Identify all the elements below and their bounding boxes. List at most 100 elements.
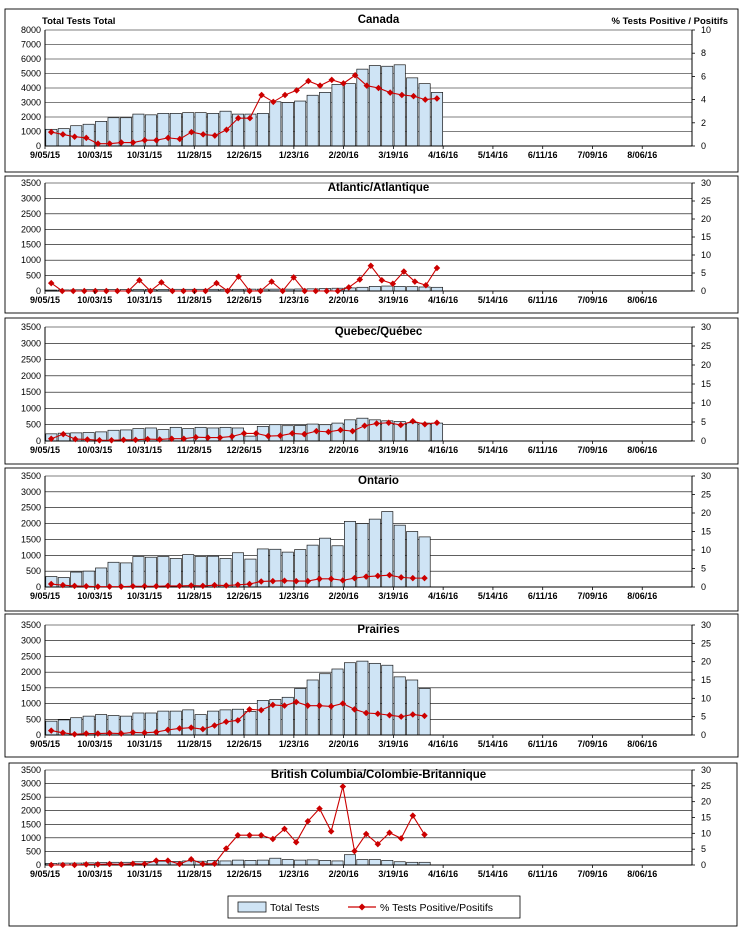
total-tests-bar: [418, 688, 431, 736]
percent-positive-point: [199, 582, 207, 590]
percent-positive-point: [327, 828, 335, 835]
percent-positive-point: [349, 427, 356, 435]
left-tick-label: 1000: [21, 403, 41, 413]
total-tests-bar: [381, 664, 394, 736]
percent-positive-point: [144, 435, 151, 443]
total-tests-bar: [194, 556, 207, 588]
percent-positive-point: [362, 573, 370, 580]
percent-positive-point: [59, 861, 67, 869]
percent-positive-point: [301, 430, 308, 438]
percent-positive-point: [351, 71, 359, 79]
total-tests-bar: [344, 662, 356, 736]
right-tick-label: 20: [701, 360, 711, 370]
percent-positive-point: [213, 279, 220, 287]
left-tick-label: 2500: [21, 651, 41, 661]
total-tests-bar: [356, 660, 369, 736]
percent-positive-point: [141, 136, 148, 144]
x-tick-label: 3/19/16: [378, 295, 408, 305]
total-tests-bar: [331, 860, 344, 866]
percent-positive-point: [327, 703, 335, 710]
left-tick-label: 500: [26, 714, 41, 724]
right-tick-label: 0: [701, 286, 706, 296]
right-tick-label: 5: [701, 844, 706, 854]
total-tests-bar: [182, 112, 195, 147]
total-tests-bar: [393, 676, 406, 736]
right-tick-label: 8: [701, 48, 706, 58]
percent-positive-point: [386, 829, 393, 836]
percent-positive-point: [397, 574, 405, 581]
total-tests-bar: [418, 83, 431, 147]
x-tick-label: 8/06/16: [627, 739, 657, 749]
x-tick-label: 4/16/16: [428, 869, 458, 879]
right-tick-label: 25: [701, 781, 711, 791]
percent-positive-point: [422, 281, 430, 289]
right-tick-label: 20: [701, 214, 711, 224]
percent-positive-point: [339, 700, 347, 707]
x-tick-label: 12/26/15: [227, 591, 262, 601]
total-tests-bar: [344, 83, 356, 147]
percent-positive-point: [386, 711, 393, 719]
right-tick-label: 20: [701, 508, 711, 518]
legend-line-marker: [358, 903, 366, 911]
percent-positive-point: [180, 435, 188, 442]
percent-positive-point: [153, 136, 160, 144]
panel-frame: [4, 317, 739, 465]
percent-positive-point: [304, 818, 312, 825]
percent-positive-point: [328, 76, 335, 84]
total-tests-bar: [182, 554, 195, 588]
percent-positive-point: [47, 861, 55, 869]
x-tick-label: 11/28/15: [177, 869, 212, 879]
percent-positive-point: [257, 578, 265, 585]
total-tests-bar: [306, 859, 319, 866]
x-tick-label: 6/11/16: [528, 295, 558, 305]
x-tick-label: 1/23/16: [279, 869, 309, 879]
percent-positive-point: [103, 287, 110, 295]
x-tick-label: 1/23/16: [279, 591, 309, 601]
total-tests-bar: [381, 65, 394, 147]
x-tick-label: 2/20/16: [329, 295, 359, 305]
total-tests-bar: [294, 859, 307, 866]
right-tick-label: 5: [701, 564, 706, 574]
percent-positive-point: [187, 724, 195, 731]
panel-frame: [4, 175, 739, 314]
left-tick-label: 2500: [21, 355, 41, 365]
total-tests-bar: [182, 709, 195, 736]
percent-positive-point: [246, 580, 253, 588]
percent-positive-point: [281, 91, 289, 99]
percent-positive-point: [180, 287, 187, 295]
percent-positive-point: [409, 574, 417, 582]
percent-positive-point: [269, 701, 277, 709]
percent-positive-point: [362, 709, 370, 717]
percent-positive-point: [362, 830, 370, 838]
total-tests-bar: [331, 84, 344, 147]
left-tick-label: 1500: [21, 387, 41, 397]
left-tick-label: 8000: [21, 25, 41, 35]
percent-positive-point: [421, 712, 428, 720]
total-tests-bar: [393, 64, 406, 147]
percent-positive-point: [345, 284, 353, 291]
percent-positive-point: [235, 273, 242, 280]
right-tick-label: 25: [701, 196, 711, 206]
percent-positive-point: [421, 574, 428, 582]
total-tests-bar: [294, 100, 307, 147]
x-tick-label: 7/09/16: [577, 295, 607, 305]
total-tests-bar: [157, 113, 170, 147]
x-tick-label: 12/26/15: [227, 739, 262, 749]
x-tick-label: 5/14/16: [478, 150, 508, 160]
percent-positive-point: [292, 838, 300, 846]
x-tick-label: 9/05/15: [30, 869, 60, 879]
percent-positive-point: [70, 287, 77, 295]
x-tick-label: 3/19/16: [378, 869, 408, 879]
percent-positive-point: [152, 583, 160, 590]
percent-positive-point: [82, 583, 90, 590]
x-tick-label: 12/26/15: [227, 869, 262, 879]
total-tests-bar: [244, 711, 257, 736]
percent-positive-point: [257, 831, 265, 839]
percent-positive-point: [397, 713, 405, 720]
x-tick-label: 2/20/16: [329, 150, 359, 160]
percent-positive-point: [356, 276, 364, 283]
percent-positive-point: [339, 783, 347, 790]
chart-title: Canada: [358, 14, 400, 26]
x-tick-label: 6/11/16: [528, 739, 558, 749]
left-tick-label: 5000: [21, 69, 41, 79]
